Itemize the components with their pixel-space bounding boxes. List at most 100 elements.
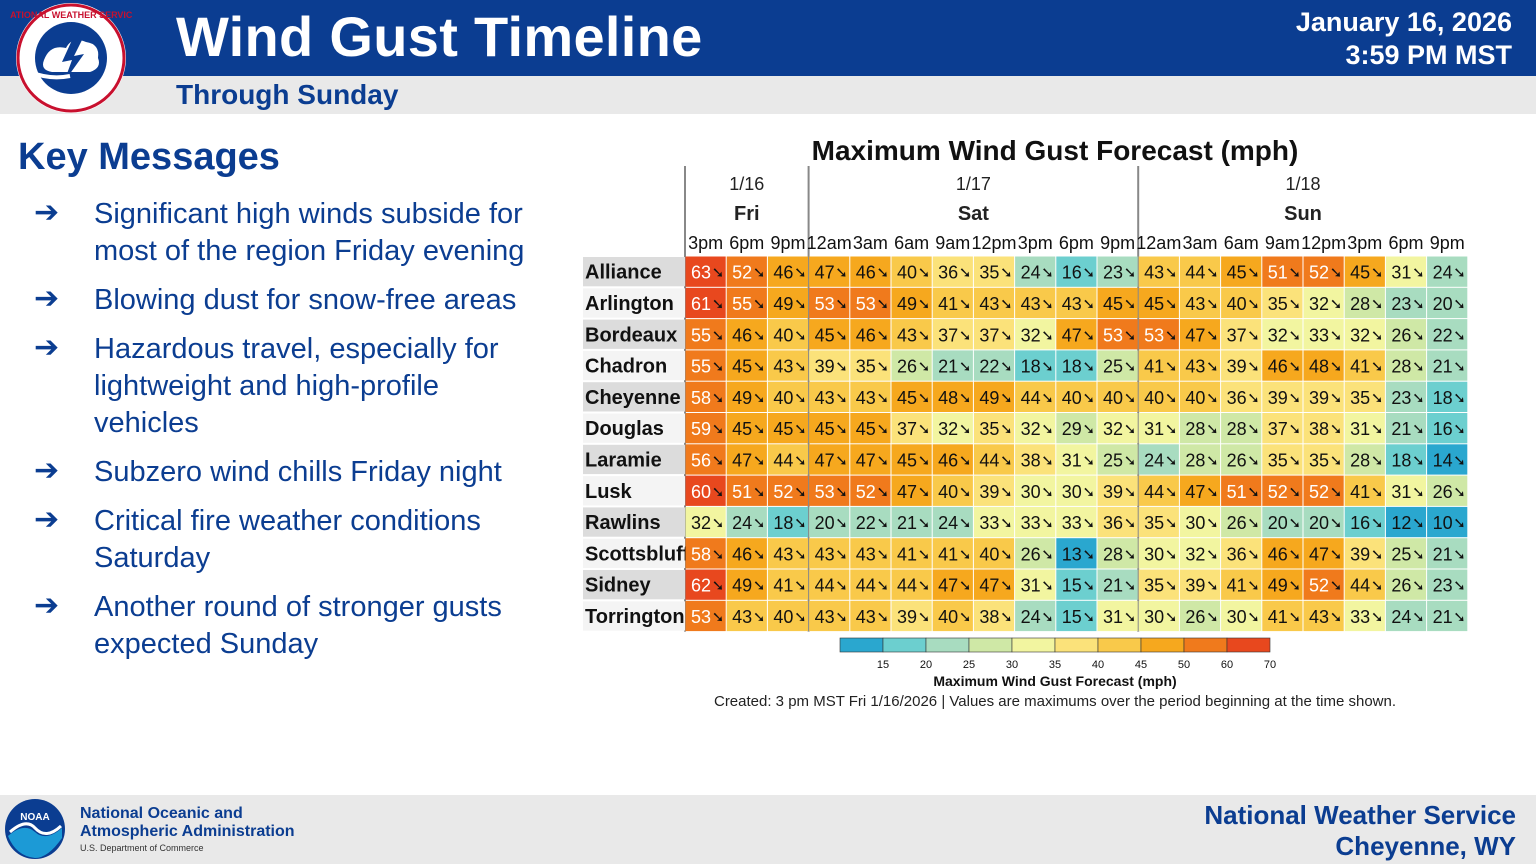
wind-arrow-icon: ➘ [1206, 484, 1219, 501]
wind-arrow-icon: ➘ [753, 515, 766, 532]
heat-cell [1262, 413, 1303, 444]
cell-value: 47 [1309, 544, 1329, 564]
wind-arrow-icon: ➘ [712, 609, 725, 626]
row-label-bg [583, 319, 685, 349]
wind-arrow-icon: ➘ [753, 359, 766, 376]
cell-value: 20 [1433, 294, 1453, 314]
wind-arrow-icon: ➘ [1124, 515, 1137, 532]
cell-value: 35 [1268, 294, 1288, 314]
wind-arrow-icon: ➘ [959, 359, 972, 376]
wind-arrow-icon: ➘ [1165, 484, 1178, 501]
heat-cell [1138, 287, 1179, 319]
cell-value: 22 [856, 513, 876, 533]
row-label: Lusk [585, 481, 633, 503]
wind-arrow-icon: ➘ [1453, 515, 1466, 532]
heat-cell [726, 600, 767, 632]
cell-value: 39 [897, 607, 917, 627]
wind-arrow-icon: ➘ [1289, 578, 1302, 595]
heat-cell [767, 350, 809, 381]
cell-value: 51 [1227, 482, 1247, 502]
cell-value: 40 [773, 325, 793, 345]
wind-arrow-icon: ➘ [1041, 452, 1054, 469]
cell-value: 58 [691, 544, 711, 564]
wind-arrow-icon: ➘ [1412, 421, 1425, 438]
wind-arrow-icon: ➘ [1412, 327, 1425, 344]
cell-value: 40 [938, 607, 958, 627]
wind-arrow-icon: ➘ [1165, 546, 1178, 563]
heat-cell [850, 538, 891, 569]
cell-value: 46 [1268, 544, 1288, 564]
cell-value: 47 [815, 450, 835, 470]
wind-arrow-icon: ➘ [1124, 578, 1137, 595]
time-label: 3pm [1347, 233, 1382, 253]
time-label: 12am [807, 233, 852, 253]
wind-arrow-icon: ➘ [794, 546, 807, 563]
wind-arrow-icon: ➘ [712, 546, 725, 563]
colorbar-tick-label: 35 [1049, 659, 1061, 671]
heat-cell [1015, 350, 1056, 381]
heat-cell [1056, 256, 1097, 287]
heat-cell [1015, 538, 1056, 569]
wind-arrow-icon: ➘ [712, 327, 725, 344]
cell-value: 49 [897, 294, 917, 314]
wind-arrow-icon: ➘ [1165, 578, 1178, 595]
heat-cell [1262, 444, 1303, 475]
wind-arrow-icon: ➘ [1000, 609, 1013, 626]
heat-cell [685, 569, 726, 600]
wind-arrow-icon: ➘ [1412, 390, 1425, 407]
cell-value: 16 [1062, 263, 1082, 283]
heat-cell [973, 287, 1015, 319]
wind-arrow-icon: ➘ [1289, 359, 1302, 376]
heat-cell [809, 287, 850, 319]
heat-cell [1056, 538, 1097, 569]
heat-cell [1303, 319, 1344, 350]
heat-cell [1221, 256, 1262, 287]
cell-value: 45 [897, 388, 917, 408]
heat-cell [932, 506, 973, 538]
wind-arrow-icon: ➘ [1206, 390, 1219, 407]
wind-arrow-icon: ➘ [1412, 546, 1425, 563]
cell-value: 53 [1103, 325, 1123, 345]
cell-value: 35 [1268, 450, 1288, 470]
cell-value: 45 [815, 419, 835, 439]
cell-value: 30 [1144, 607, 1164, 627]
wind-arrow-icon: ➘ [1371, 452, 1384, 469]
heat-cell [1056, 569, 1097, 600]
wind-arrow-icon: ➘ [794, 265, 807, 282]
wind-arrow-icon: ➘ [959, 265, 972, 282]
heat-cell [1097, 350, 1138, 381]
cell-value: 21 [1391, 419, 1411, 439]
wind-arrow-icon: ➘ [1330, 390, 1343, 407]
heat-cell [1015, 413, 1056, 444]
subheader-bar [0, 76, 1536, 114]
wind-arrow-icon: ➘ [753, 484, 766, 501]
heat-cell [1056, 506, 1097, 538]
heat-cell [1303, 444, 1344, 475]
wind-arrow-icon: ➘ [1247, 296, 1260, 313]
key-message-item: ➔ Blowing dust for snow-free areas [34, 282, 544, 319]
noaa-logo-text: NOAA [20, 812, 49, 823]
wind-arrow-icon: ➘ [1124, 609, 1137, 626]
wind-arrow-icon: ➘ [1330, 296, 1343, 313]
heat-cell [685, 319, 726, 350]
heat-cell [1221, 413, 1262, 444]
colorbar-label: Maximum Wind Gust Forecast (mph) [933, 673, 1176, 689]
heat-cell [1015, 600, 1056, 632]
cell-value: 47 [815, 263, 835, 283]
cell-value: 31 [1103, 607, 1123, 627]
heat-cell [1179, 413, 1221, 444]
wind-arrow-icon: ➘ [1371, 546, 1384, 563]
wind-arrow-icon: ➘ [1041, 609, 1054, 626]
wind-arrow-icon: ➘ [918, 327, 931, 344]
wind-arrow-icon: ➘ [1124, 546, 1137, 563]
noaa-name-line2: Atmospheric Administration [80, 823, 295, 840]
right-arrow-icon: ➔ [34, 331, 60, 364]
heat-cell [767, 319, 809, 350]
heat-cell [1344, 444, 1385, 475]
heat-cell [1344, 569, 1385, 600]
cell-value: 39 [1103, 482, 1123, 502]
cell-value: 40 [1062, 388, 1082, 408]
time-label: 3am [853, 233, 888, 253]
wind-arrow-icon: ➘ [1289, 484, 1302, 501]
cell-value: 52 [1309, 576, 1329, 596]
